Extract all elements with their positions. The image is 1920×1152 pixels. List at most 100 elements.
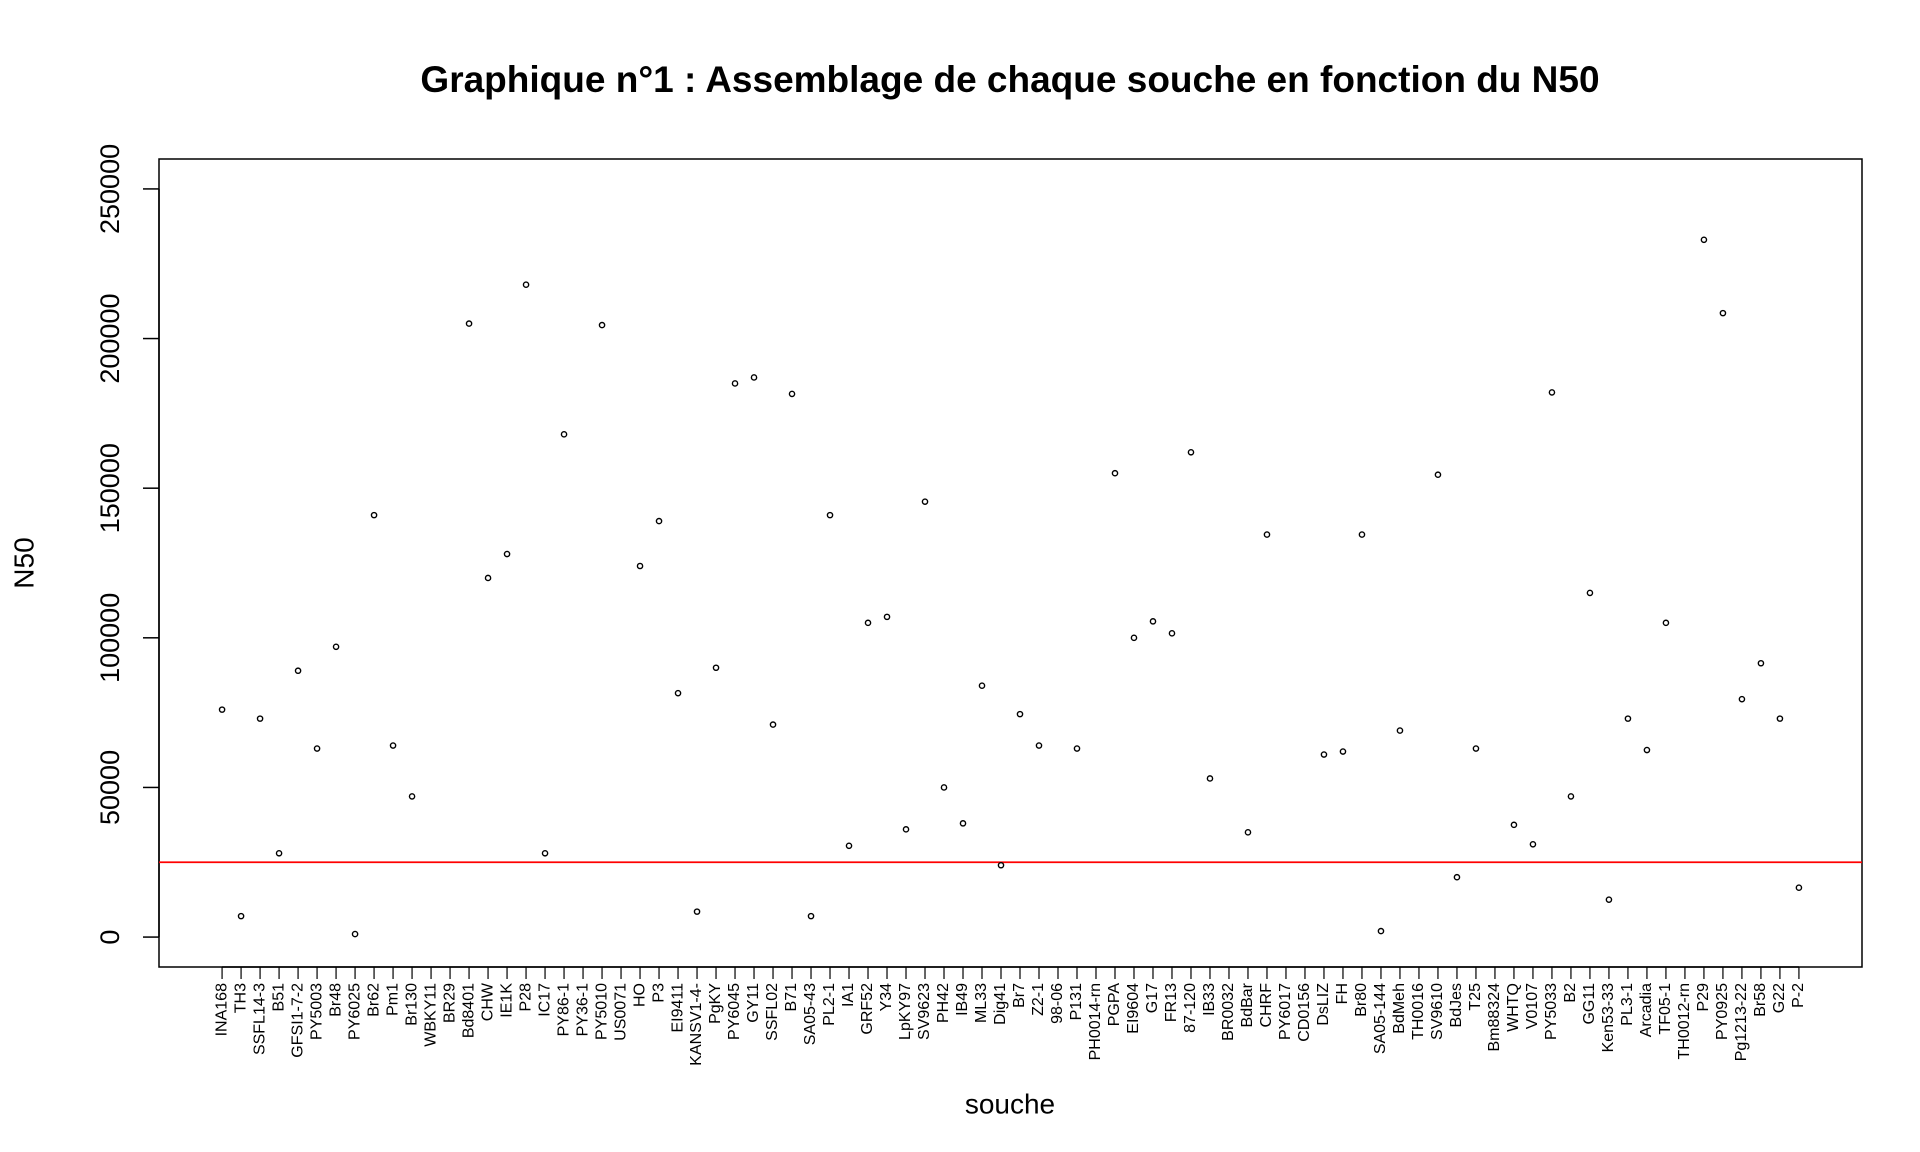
x-tick-label: GFSI1-7-2 [289,983,306,1058]
point [256,715,264,722]
x-tick-label: SA05-43 [802,983,819,1045]
point [731,380,739,387]
x-tick-label: V0107 [1524,983,1541,1029]
point [1548,389,1556,396]
x-tick-label: Pm1 [384,983,401,1016]
point [750,374,758,381]
point [940,784,948,791]
x-tick-label: PY5003 [308,983,325,1040]
x-tick-label: PY6045 [726,983,743,1040]
point [1472,745,1480,752]
point [294,667,302,675]
point [275,849,283,857]
point [541,849,549,857]
point [484,574,492,582]
x-tick-label: TF05-1 [1657,983,1674,1035]
point [997,861,1005,869]
point [826,511,834,519]
x-tick-label: Pg1213-22 [1733,983,1750,1061]
x-tick-label: PL2-1 [821,983,838,1026]
x-tick-label: DsLIZ [1315,983,1332,1026]
x-tick-label: TH3 [232,983,249,1013]
x-tick-label: PGPA [1106,983,1123,1027]
point [332,643,340,651]
x-tick-label: PY5033 [1543,983,1560,1040]
y-axis-label: N50 [8,537,39,588]
point [389,742,397,749]
x-tick-label: PgKY [707,983,724,1024]
point [370,511,378,519]
point [351,930,359,938]
point [1149,618,1157,625]
point [1719,309,1727,317]
point [313,745,321,752]
x-tick-label: IC17 [536,983,553,1017]
x-tick-label: BdMeh [1391,983,1408,1034]
x-tick-label: PY6025 [346,983,363,1040]
point [408,793,416,800]
x-tick-label: GRF52 [859,983,876,1035]
x-tick-label: Y34 [878,983,895,1012]
x-tick-label: LpKY97 [897,983,914,1040]
point [978,682,986,689]
y-tick-label: 100000 [95,593,125,683]
x-tick-label: SV9610 [1429,983,1446,1040]
x-tick-label: PY5010 [593,983,610,1040]
x-tick-label: WHTQ [1505,983,1522,1032]
x-tick-label: B71 [783,983,800,1012]
point [1795,884,1803,891]
point [921,498,929,505]
x-tick-label: Br48 [327,983,344,1017]
x-tick-label: KANSV1-4- [688,983,705,1066]
x-tick-label: Z2-1 [1030,983,1047,1016]
point [1662,619,1670,627]
point [1016,710,1024,718]
y-tick-label: 200000 [95,294,125,384]
x-tick-label: G22 [1771,983,1788,1013]
point [1567,793,1575,800]
x-tick-label: CD0156 [1296,983,1313,1042]
x-tick-label: B2 [1562,983,1579,1003]
x-tick-label: PY6017 [1277,983,1294,1040]
x-tick-label: Br58 [1752,983,1769,1017]
plot-frame [158,158,1863,968]
point [1529,841,1537,848]
point [1510,821,1518,829]
x-tick-label: SSFL02 [764,983,781,1041]
x-tick-label: INA168 [213,983,230,1036]
x-tick-label: SSFL14-3 [251,983,268,1055]
x-tick-label: Br130 [403,983,420,1026]
point [807,912,815,920]
point [1320,751,1328,758]
x-tick-label: FR13 [1163,983,1180,1022]
x-tick-label: Bd8401 [460,983,477,1038]
point [1643,746,1651,754]
x-tick-label: P28 [517,983,534,1012]
y-tick-label: 50000 [95,750,125,825]
point [1700,236,1708,244]
point [1757,659,1765,667]
point [1396,727,1404,734]
x-tick-label: P29 [1695,983,1712,1012]
x-tick-label: BdJes [1448,983,1465,1027]
point [1168,630,1176,637]
x-tick-label: Bm88324 [1486,983,1503,1052]
x-tick-label: PY86-1 [555,983,572,1036]
x-tick-label: ML33 [973,983,990,1023]
x-tick-label: B51 [270,983,287,1012]
y-tick-label: 0 [95,930,125,945]
x-tick-label: BR0032 [1220,983,1237,1041]
point [959,820,967,827]
x-tick-label: Ken53-33 [1600,983,1617,1052]
x-tick-label: Arcadia [1638,983,1655,1037]
point [1434,471,1442,479]
point [1130,634,1138,642]
x-tick-label: Br62 [365,983,382,1017]
x-axis-label: souche [965,1088,1055,1119]
x-tick-label: GY11 [745,983,762,1023]
point [1738,695,1746,703]
point [560,431,568,438]
x-tick-label: PL3-1 [1619,983,1636,1026]
y-tick-label: 150000 [95,443,125,533]
point [522,281,530,288]
